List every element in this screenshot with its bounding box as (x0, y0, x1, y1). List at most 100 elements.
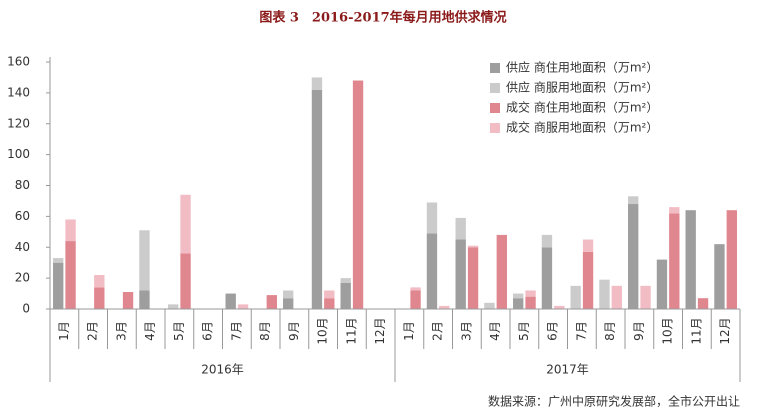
x-tick-label: 8月 (258, 321, 272, 341)
x-tick-label: 10月 (661, 317, 675, 344)
bar-segment (340, 282, 351, 309)
bar-segment (496, 234, 507, 309)
bar-segment (65, 219, 76, 242)
bar-segment (467, 245, 479, 248)
x-tick-label: 4月 (143, 321, 157, 341)
bar-segment (139, 230, 150, 291)
bar-segment (53, 258, 64, 263)
bar-segment (94, 275, 105, 288)
bar-segment (554, 305, 565, 309)
bar-segment (599, 279, 610, 309)
bar-segment (611, 285, 622, 309)
bar-segment (180, 253, 191, 309)
legend-label: 供应 商住用地面积（万m²） (506, 60, 658, 75)
x-tick-label: 4月 (488, 321, 502, 341)
y-tick-label: 60 (15, 209, 30, 223)
legend-label: 成交 商住用地面积（万m²） (506, 100, 658, 115)
legend-swatch (490, 83, 500, 93)
legend-label: 成交 商服用地面积（万m²） (506, 120, 658, 135)
x-tick-label: 12月 (718, 317, 732, 344)
bar-segment (53, 262, 64, 309)
bar-segment (340, 278, 351, 283)
bar-segment (484, 302, 495, 309)
x-tick-label: 6月 (546, 321, 560, 341)
x-tick-label: 3月 (459, 321, 473, 341)
x-tick-label: 9月 (632, 321, 646, 341)
legend-swatch (490, 103, 500, 113)
bar-segment (352, 80, 364, 310)
x-tick-label: 10月 (316, 317, 330, 344)
bar-segment (669, 213, 680, 309)
x-tick-label: 1月 (57, 321, 71, 341)
y-tick-label: 40 (15, 240, 30, 254)
bar-segment (410, 290, 421, 309)
x-tick-label: 5月 (517, 321, 531, 341)
bar-segment (283, 298, 294, 309)
x-tick-label: 7月 (229, 321, 243, 341)
bar-segment (94, 287, 105, 309)
x-tick-label: 6月 (201, 321, 215, 341)
bar-segment (714, 244, 725, 309)
x-tick-label: 7月 (574, 321, 588, 341)
bar-segment (439, 305, 450, 309)
x-tick-label: 2月 (86, 321, 100, 341)
bar-segment (311, 77, 323, 90)
x-tick-label: 1月 (402, 321, 416, 341)
bar-segment (65, 241, 76, 309)
bar-segment (311, 89, 323, 309)
bar-segment (266, 295, 277, 309)
bar-segment (570, 285, 581, 309)
bar-segment (669, 207, 680, 214)
bar-segment (582, 251, 594, 309)
bar-segment (513, 293, 524, 299)
y-tick-label: 160 (7, 55, 30, 69)
bar-segment (426, 202, 438, 234)
y-tick-label: 140 (7, 85, 30, 99)
bar-segment (455, 239, 466, 309)
x-tick-label: 9月 (287, 321, 301, 341)
bar-segment (513, 298, 524, 309)
bar-segment (640, 285, 651, 309)
bar-segment (168, 304, 179, 309)
bar-segment (685, 210, 696, 309)
bar-segment (225, 293, 236, 309)
bar-segment (324, 290, 335, 299)
y-tick-label: 80 (15, 178, 30, 192)
bar-segment (541, 247, 553, 309)
bar-segment (525, 296, 536, 309)
x-tick-label: 8月 (603, 321, 617, 341)
x-tick-label: 12月 (373, 317, 387, 344)
y-tick-label: 100 (7, 147, 30, 161)
y-tick-label: 20 (15, 271, 30, 285)
x-tick-label: 11月 (689, 317, 703, 344)
bar-segment (180, 194, 191, 254)
x-tick-label: 2月 (431, 321, 445, 341)
x-tick-label: 11月 (344, 317, 358, 344)
bar-segment (726, 210, 737, 309)
legend-swatch (490, 63, 500, 73)
bar-segment (237, 304, 249, 309)
bar-segment (582, 239, 594, 252)
bar-segment (697, 298, 709, 309)
group-label: 2017年 (546, 363, 589, 377)
group-label: 2016年 (201, 363, 244, 377)
bar-segment (656, 259, 668, 309)
bar-segment (467, 247, 479, 309)
bar-segment (139, 290, 150, 309)
x-tick-label: 3月 (114, 321, 128, 341)
bar-segment (283, 290, 294, 299)
bar-segment (628, 204, 639, 309)
bar-segment (122, 292, 134, 309)
bar-segment (426, 233, 438, 309)
source-note: 数据来源：广州中原研究发展部，全市公开出让 (488, 394, 740, 409)
legend-label: 供应 商服用地面积（万m²） (506, 80, 658, 95)
bar-segment (324, 298, 335, 309)
bar-segment (410, 287, 421, 291)
y-tick-label: 0 (22, 302, 30, 316)
y-tick-label: 120 (7, 116, 30, 130)
x-tick-label: 5月 (172, 321, 186, 341)
chart-title: 图表 3 2016-2017年每月用地供求情况 (259, 10, 506, 26)
bar-segment (525, 290, 536, 297)
bar-segment (628, 196, 639, 205)
